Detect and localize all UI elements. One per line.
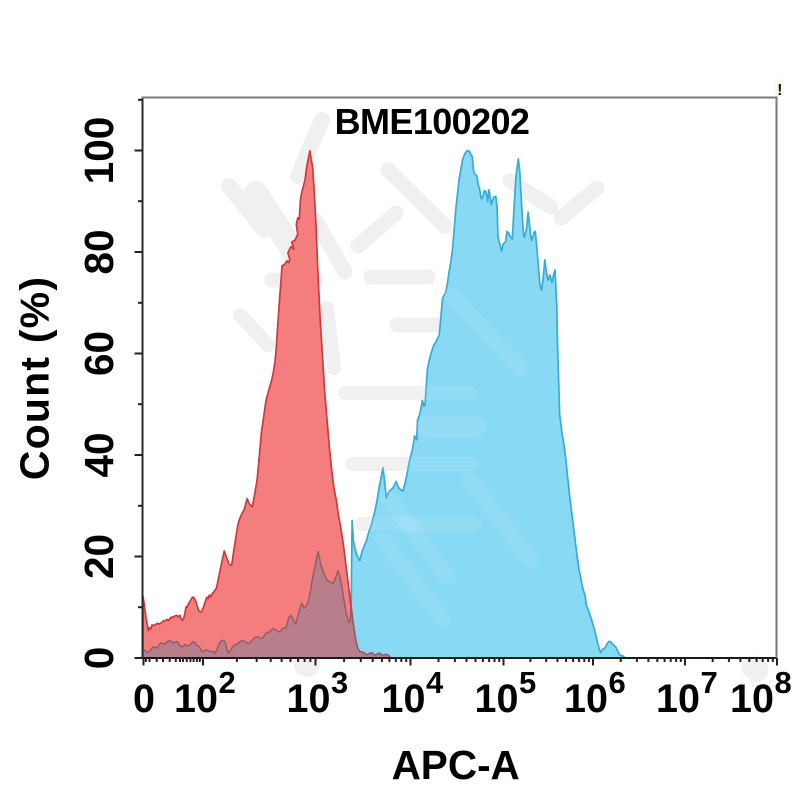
svg-text:60: 60 (76, 331, 122, 376)
svg-text:BME100202: BME100202 (335, 101, 530, 142)
svg-text:10: 10 (382, 677, 426, 721)
svg-text:!: ! (777, 82, 782, 99)
svg-text:0: 0 (133, 677, 155, 721)
svg-text:10: 10 (656, 677, 700, 721)
svg-text:10: 10 (564, 677, 608, 721)
svg-text:APC-A: APC-A (392, 742, 520, 788)
svg-text:5: 5 (519, 665, 536, 700)
svg-text:10: 10 (174, 677, 218, 721)
svg-text:100: 100 (76, 117, 122, 185)
svg-text:10: 10 (287, 677, 331, 721)
svg-text:2: 2 (219, 665, 236, 700)
svg-text:4: 4 (426, 665, 444, 700)
svg-text:40: 40 (76, 432, 122, 477)
svg-text:3: 3 (331, 665, 348, 700)
svg-text:Count (%): Count (%) (12, 276, 58, 480)
svg-text:10: 10 (730, 677, 774, 721)
svg-text:20: 20 (76, 534, 122, 579)
svg-text:6: 6 (609, 665, 626, 700)
svg-text:0: 0 (76, 647, 122, 670)
svg-text:10: 10 (475, 677, 519, 721)
svg-text:8: 8 (775, 665, 792, 700)
svg-text:7: 7 (701, 665, 718, 700)
svg-text:80: 80 (76, 229, 122, 274)
